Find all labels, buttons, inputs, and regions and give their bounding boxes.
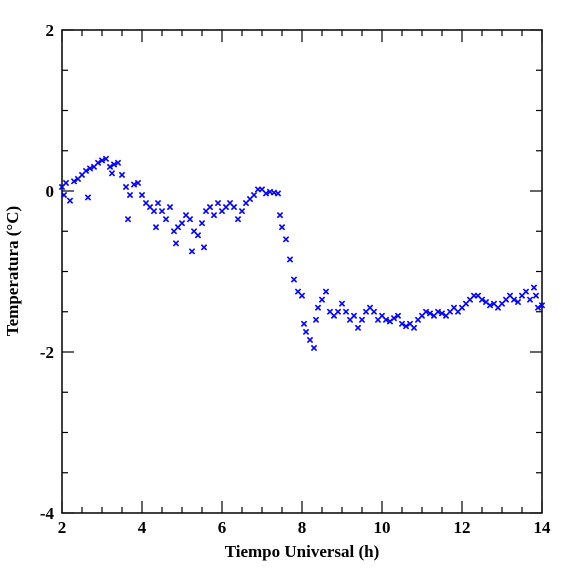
point <box>86 165 94 172</box>
point <box>134 179 142 187</box>
point <box>306 336 314 344</box>
point <box>298 292 306 299</box>
point <box>200 244 208 251</box>
point <box>198 220 206 227</box>
point <box>398 320 406 327</box>
y-tick-label: 0 <box>46 182 55 201</box>
point <box>514 298 522 306</box>
point <box>334 308 342 315</box>
point <box>394 312 402 319</box>
point <box>102 155 110 162</box>
point <box>234 216 242 223</box>
x-tick-label: 10 <box>374 518 391 537</box>
x-axis-label: Tiempo Universal (h) <box>225 542 380 561</box>
point <box>152 224 160 231</box>
point <box>290 276 298 283</box>
point <box>60 191 68 199</box>
point <box>302 328 310 336</box>
y-tick-label: 2 <box>46 21 55 40</box>
x-tick-label: 12 <box>454 518 471 537</box>
point <box>278 224 286 231</box>
point <box>84 194 92 201</box>
point <box>162 216 170 223</box>
point <box>238 207 246 215</box>
point <box>70 178 78 185</box>
point <box>314 304 322 311</box>
point <box>138 191 146 199</box>
y-axis-label: Temperatura (°C) <box>3 206 22 336</box>
y-tick-label: -4 <box>40 504 55 523</box>
point <box>318 296 326 303</box>
point <box>118 171 126 179</box>
point <box>522 288 530 295</box>
point <box>310 344 318 352</box>
point <box>124 216 132 223</box>
point <box>172 240 180 247</box>
point <box>350 312 358 319</box>
y-tick-label: -2 <box>40 343 54 362</box>
plot-frame <box>61 29 543 514</box>
x-tick-label: 4 <box>138 518 147 537</box>
point <box>410 324 418 332</box>
point <box>382 316 390 323</box>
point <box>300 320 308 327</box>
point <box>354 324 362 332</box>
point <box>194 232 202 239</box>
point <box>338 300 346 307</box>
point <box>154 199 162 207</box>
point <box>188 248 196 255</box>
point <box>276 211 284 219</box>
x-tick-label: 8 <box>298 518 307 537</box>
point <box>122 183 130 191</box>
point <box>126 191 134 199</box>
point <box>250 191 258 199</box>
point <box>214 199 222 207</box>
point <box>532 292 540 299</box>
point <box>206 203 214 211</box>
point <box>402 323 410 330</box>
point <box>130 181 138 188</box>
point <box>286 256 294 263</box>
point <box>158 207 166 215</box>
point <box>478 296 486 303</box>
point <box>106 163 114 171</box>
point <box>66 197 74 204</box>
point <box>82 167 90 175</box>
point <box>434 308 442 315</box>
x-tick-label: 14 <box>534 518 552 537</box>
point <box>262 190 270 197</box>
point <box>530 284 538 291</box>
point <box>108 170 116 177</box>
point <box>370 308 378 315</box>
point <box>422 308 430 315</box>
point <box>210 211 218 219</box>
point <box>438 310 446 317</box>
point <box>526 296 534 303</box>
point <box>282 236 290 243</box>
point <box>274 190 282 197</box>
point <box>534 304 542 311</box>
x-tick-label: 6 <box>218 518 227 537</box>
point <box>186 216 194 223</box>
point <box>538 302 546 309</box>
point <box>110 161 118 168</box>
x-tick-label: 2 <box>58 518 67 537</box>
point <box>312 316 320 323</box>
point <box>150 207 158 215</box>
point <box>62 179 70 187</box>
point <box>178 220 186 227</box>
point <box>114 159 122 166</box>
point <box>510 296 518 303</box>
point <box>358 316 366 323</box>
point <box>322 288 330 295</box>
point <box>426 310 434 317</box>
point <box>94 159 102 166</box>
point <box>230 203 238 211</box>
point <box>486 302 494 309</box>
point <box>166 203 174 211</box>
point <box>342 308 350 315</box>
point <box>98 157 106 164</box>
point <box>390 315 398 322</box>
